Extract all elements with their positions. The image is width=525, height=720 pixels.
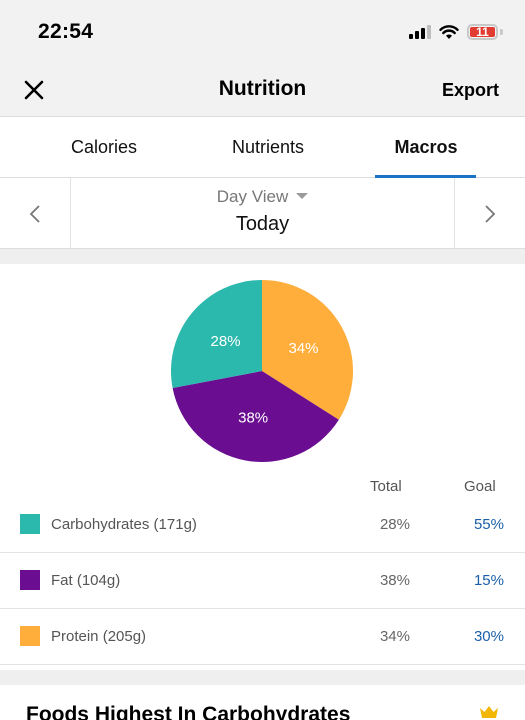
- chevron-down-icon: [296, 192, 309, 199]
- section-divider: [0, 249, 525, 264]
- goal-column-header: Goal: [464, 478, 496, 495]
- macro-name: Carbohydrates (171g): [51, 516, 197, 533]
- pie-label-fat: 38%: [238, 409, 268, 426]
- macro-total: 38%: [379, 572, 410, 589]
- next-day-button[interactable]: [454, 178, 525, 249]
- chevron-right-icon: [485, 205, 496, 223]
- pie-slice-protein: [262, 280, 353, 420]
- tab-bar: Calories Nutrients Macros: [0, 118, 525, 178]
- foods-section-title: Foods Highest In Carbohydrates: [26, 703, 351, 720]
- close-icon: [24, 80, 44, 100]
- battery-icon: 11: [467, 24, 498, 40]
- tab-calories[interactable]: Calories: [70, 137, 138, 157]
- day-selector: Day View Today: [0, 178, 525, 249]
- battery-level: 11: [476, 25, 489, 39]
- close-button[interactable]: [20, 76, 48, 104]
- battery-nub: [500, 29, 503, 35]
- day-view-dropdown[interactable]: Day View: [0, 187, 525, 207]
- macro-goal[interactable]: 30%: [473, 628, 504, 645]
- nav-bar: Nutrition Export: [0, 62, 525, 117]
- section-divider: [0, 670, 525, 685]
- pie-slice-carbohydrates: [171, 280, 262, 389]
- pie-label-protein: 34%: [288, 340, 318, 357]
- status-bar: 22:54 11: [0, 0, 525, 62]
- macro-goal[interactable]: 55%: [473, 516, 504, 533]
- protein-swatch: [20, 626, 40, 646]
- chevron-left-icon: [29, 205, 40, 223]
- tab-nutrients[interactable]: Nutrients: [231, 137, 305, 157]
- macro-name: Protein (205g): [51, 628, 147, 645]
- crown-icon[interactable]: [479, 705, 499, 719]
- total-column-header: Total: [370, 478, 402, 495]
- fat-swatch: [20, 570, 40, 590]
- selected-day: Today: [235, 213, 290, 235]
- macro-goal[interactable]: 15%: [473, 572, 504, 589]
- signal-icon: [409, 25, 431, 39]
- wifi-icon: [439, 24, 459, 39]
- page-title: Nutrition: [218, 77, 307, 100]
- export-button[interactable]: Export: [441, 80, 499, 100]
- macro-total: 28%: [379, 516, 410, 533]
- macro-row-protein: Protein (205g) 34% 30%: [0, 609, 525, 665]
- pie-slice-fat: [172, 371, 339, 462]
- macro-row-fat: Fat (104g) 38% 15%: [0, 553, 525, 609]
- status-icons: 11: [409, 22, 503, 42]
- active-tab-indicator: [375, 175, 476, 178]
- macro-name: Fat (104g): [51, 572, 121, 589]
- macro-pie-chart: 34% 38% 28%: [171, 280, 353, 462]
- tab-macros[interactable]: Macros: [394, 137, 458, 157]
- carbohydrates-swatch: [20, 514, 40, 534]
- pie-label-carbohydrates: 28%: [211, 333, 241, 350]
- previous-day-button[interactable]: [0, 178, 71, 249]
- macro-total: 34%: [379, 628, 410, 645]
- macro-row-carbohydrates: Carbohydrates (171g) 28% 55%: [0, 497, 525, 553]
- status-time: 22:54: [38, 20, 94, 43]
- day-view-label: Day View: [216, 187, 289, 206]
